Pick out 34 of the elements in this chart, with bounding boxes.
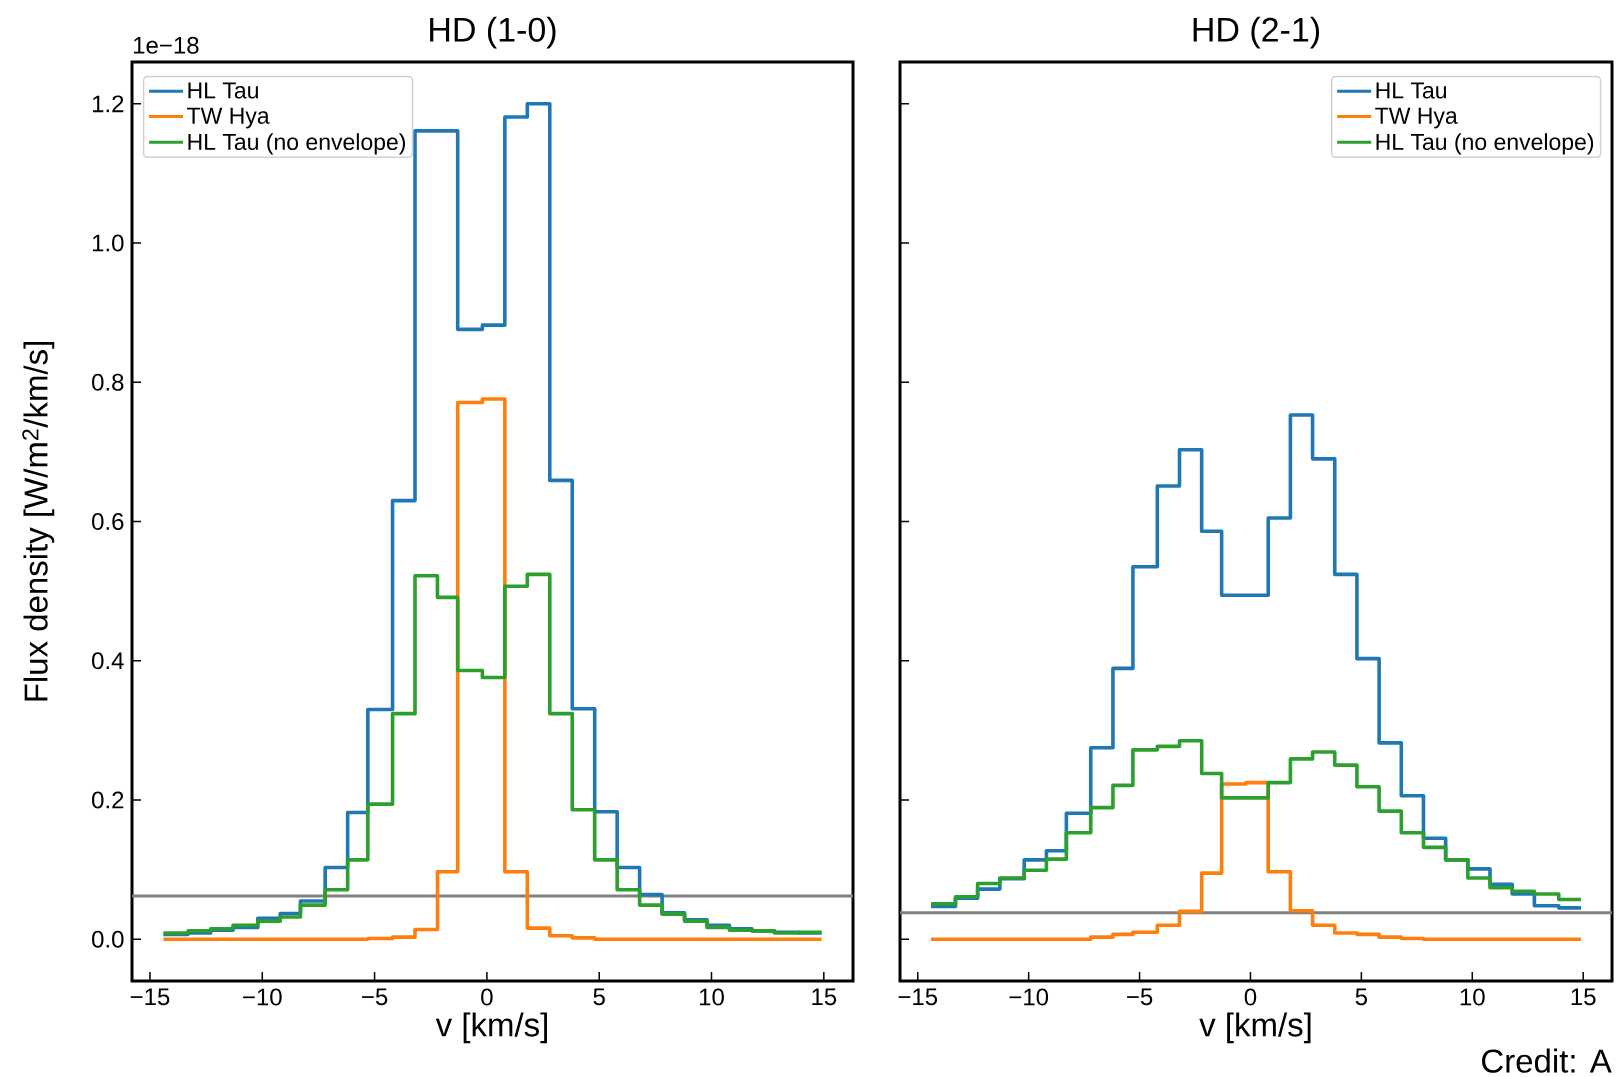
y-tick-label: 0.2 — [92, 791, 124, 809]
y-tick-label: 0.0 — [92, 930, 124, 948]
x-tick-label: −10 — [1009, 988, 1049, 1006]
x-tick-label: −15 — [130, 988, 170, 1006]
x-tick-label: 5 — [1355, 988, 1368, 1006]
chart-title: HD (2-1) — [1193, 16, 1320, 49]
x-axis-title: v [km/s] — [435, 1012, 547, 1044]
y-tick-label: 1.2 — [92, 95, 124, 113]
y-tick-label: 0.4 — [92, 652, 124, 670]
chart-title: HD (1-0) — [430, 16, 556, 49]
legend-label: HL Tau (no envelope) — [1376, 133, 1594, 155]
legend-label: HL Tau (no envelope) — [188, 133, 406, 155]
legend-label: HL Tau — [1376, 82, 1447, 99]
legend-label: TW Hya — [1375, 107, 1458, 129]
x-tick-label: −5 — [362, 988, 388, 1006]
x-tick-label: −10 — [243, 988, 282, 1006]
y-tick-label: 0.8 — [92, 373, 124, 391]
text: Credit: A — [1482, 1048, 1612, 1073]
x-tick-label: −5 — [1127, 988, 1153, 1006]
x-tick-label: 0 — [1244, 988, 1257, 1006]
text: 1e−18 — [134, 36, 199, 54]
y-tick-label: 0.6 — [92, 513, 124, 530]
y-tick-label: 1.0 — [92, 234, 124, 252]
x-tick-label: −15 — [898, 988, 938, 1006]
x-tick-label: 15 — [1571, 988, 1596, 1006]
x-axis-title: v [km/s] — [1199, 1012, 1311, 1044]
x-tick-label: 0 — [481, 988, 493, 1006]
x-tick-label: 5 — [593, 988, 605, 1006]
legend-label: HL Tau — [188, 82, 258, 99]
x-tick-label: 10 — [1460, 988, 1485, 1006]
x-tick-label: 15 — [812, 988, 837, 1006]
y-axis-title: Flux density [W/m$^{2}$/km/s] — [22, 342, 55, 701]
x-tick-label: 10 — [699, 988, 724, 1006]
legend-label: TW Hya — [187, 107, 270, 129]
